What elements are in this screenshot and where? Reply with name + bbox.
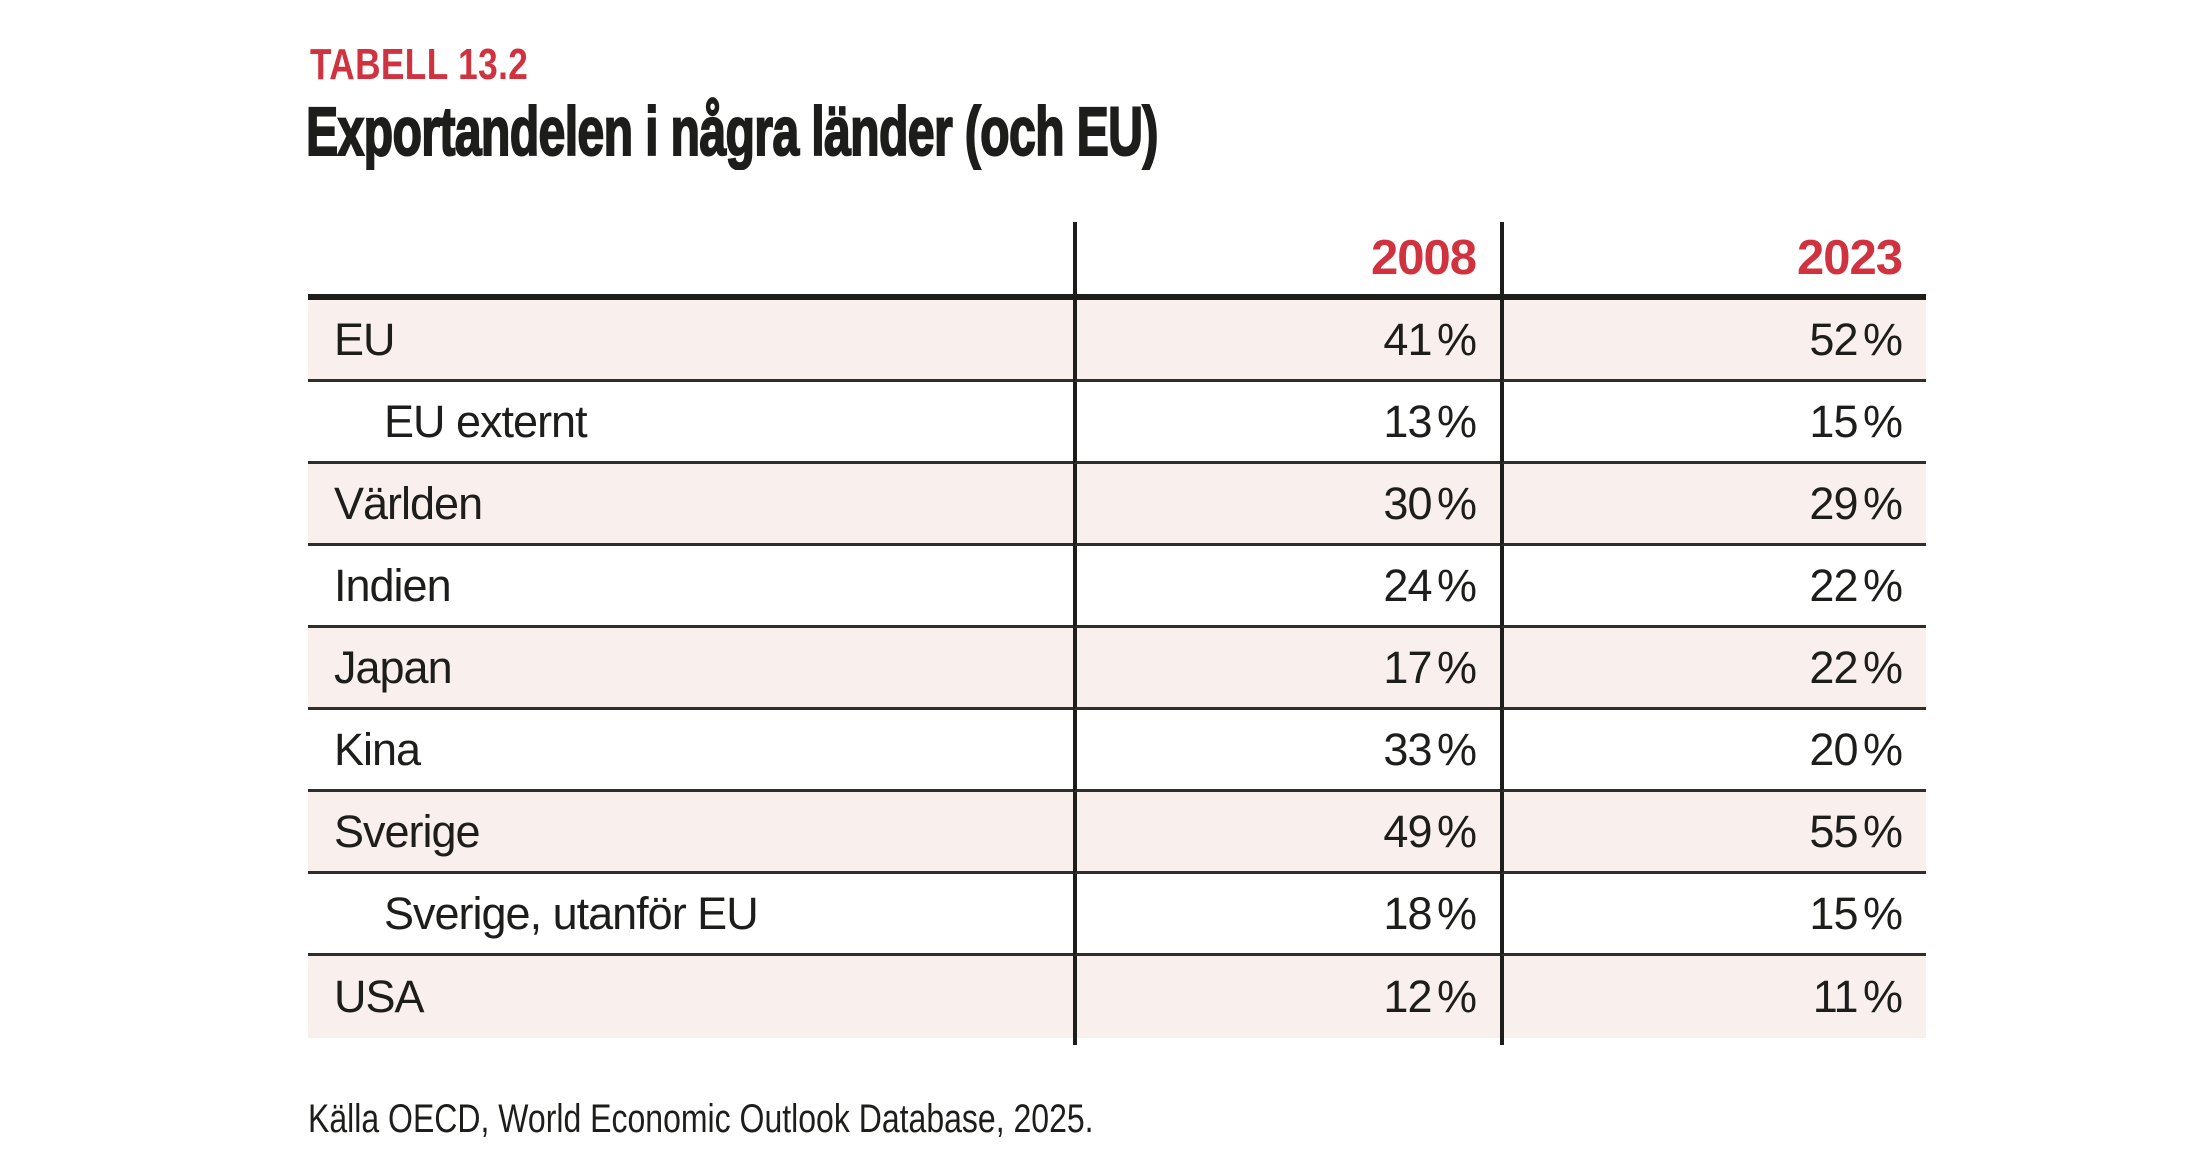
table-row: USA 12 % 11 % (308, 956, 1926, 1038)
column-divider-stub (1500, 1036, 1504, 1045)
row-value: 20 % (1500, 710, 1926, 792)
year-column-header-2023: 2023 (1500, 222, 1926, 300)
table-label: TABELL 13.2 (310, 43, 583, 87)
row-value: 22 % (1500, 546, 1926, 628)
row-value: 24 % (1073, 546, 1500, 628)
table-row: Världen 30 % 29 % (308, 464, 1926, 546)
table-row: Sverige 49 % 55 % (308, 792, 1926, 874)
data-table: 2008 2023 EU 41 % 52 % EU externt 13 % 15 % Vä… (308, 222, 1926, 1038)
row-label: Sverige, utanför EU (308, 874, 1073, 956)
row-value: 13 % (1073, 382, 1500, 464)
table-body: EU 41 % 52 % EU externt 13 % 15 % Världen 30 % 2… (308, 300, 1926, 1038)
table-row: Japan 17 % 22 % (308, 628, 1926, 710)
page-title: Exportandelen i några länder (och EU) (305, 93, 1523, 170)
row-value: 12 % (1073, 956, 1500, 1038)
row-value: 52 % (1500, 300, 1926, 382)
row-value: 11 % (1500, 956, 1926, 1038)
row-label: Världen (308, 464, 1073, 546)
column-divider-stub (1073, 1036, 1077, 1045)
row-value: 15 % (1500, 874, 1926, 956)
year-column-header-2008: 2008 (1073, 222, 1500, 300)
row-value: 22 % (1500, 628, 1926, 710)
row-value: 30 % (1073, 464, 1500, 546)
empty-column-header (308, 222, 1073, 300)
row-label: Kina (308, 710, 1073, 792)
row-label: Indien (308, 546, 1073, 628)
row-value: 29 % (1500, 464, 1926, 546)
source-note: Källa OECD, World Economic Outlook Datab… (308, 1094, 1290, 1144)
table-label-text: TABELL 13.2 (310, 40, 529, 89)
table-row: Indien 24 % 22 % (308, 546, 1926, 628)
row-label: USA (308, 956, 1073, 1038)
row-label: EU externt (308, 382, 1073, 464)
row-label: Sverige (308, 792, 1073, 874)
row-value: 15 % (1500, 382, 1926, 464)
page-title-text: Exportandelen i några länder (och EU) (305, 93, 1159, 170)
table-row: EU externt 13 % 15 % (308, 382, 1926, 464)
source-note-text: Källa OECD, World Economic Outlook Datab… (308, 1097, 1094, 1141)
row-label: EU (308, 300, 1073, 382)
table-row: Kina 33 % 20 % (308, 710, 1926, 792)
table-header-row: 2008 2023 (308, 222, 1926, 300)
table-row: EU 41 % 52 % (308, 300, 1926, 382)
row-value: 18 % (1073, 874, 1500, 956)
row-value: 49 % (1073, 792, 1500, 874)
row-value: 55 % (1500, 792, 1926, 874)
row-value: 17 % (1073, 628, 1500, 710)
row-label: Japan (308, 628, 1073, 710)
row-value: 33 % (1073, 710, 1500, 792)
row-value: 41 % (1073, 300, 1500, 382)
table-row: Sverige, utanför EU 18 % 15 % (308, 874, 1926, 956)
